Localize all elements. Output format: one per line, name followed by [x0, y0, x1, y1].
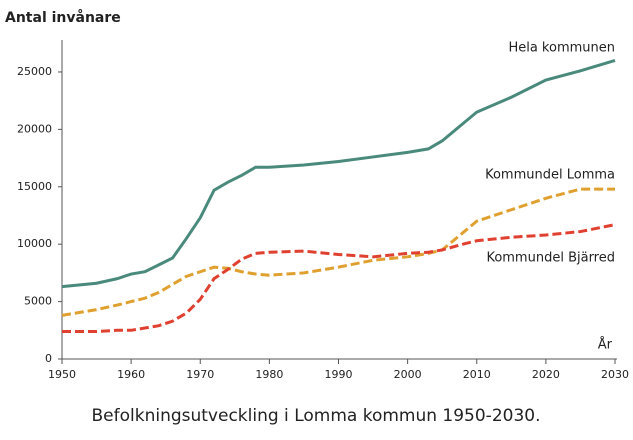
y-tick-label: 10000	[17, 237, 52, 250]
series-label: Kommundel Bjärred	[486, 251, 615, 266]
x-tick-label: 1980	[255, 368, 283, 381]
y-tick-label: 5000	[24, 295, 52, 308]
x-tick-label: 2010	[463, 368, 491, 381]
series-label: Hela kommunen	[508, 41, 615, 56]
y-tick-label: 20000	[17, 122, 52, 135]
series-label: Kommundel Lomma	[485, 168, 615, 183]
series-line	[61, 187, 615, 317]
x-axis-label: År	[598, 337, 613, 353]
series-line	[61, 59, 616, 289]
x-tick-label: 1990	[325, 368, 353, 381]
x-tick-label: 1970	[186, 368, 214, 381]
y-tick-label: 25000	[17, 65, 52, 78]
x-tick-label: 1960	[117, 368, 145, 381]
y-tick-label: 15000	[17, 180, 52, 193]
caption: Befolkningsutveckling i Lomma kommun 195…	[92, 406, 541, 426]
x-tick-label: 1950	[48, 368, 76, 381]
chart-title: Antal invånare	[5, 9, 121, 26]
x-tick-label: 2030	[601, 368, 629, 381]
x-tick-label: 2020	[532, 368, 560, 381]
series-line	[62, 223, 616, 333]
x-tick-label: 2000	[394, 368, 422, 381]
y-tick-label: 0	[45, 352, 52, 365]
